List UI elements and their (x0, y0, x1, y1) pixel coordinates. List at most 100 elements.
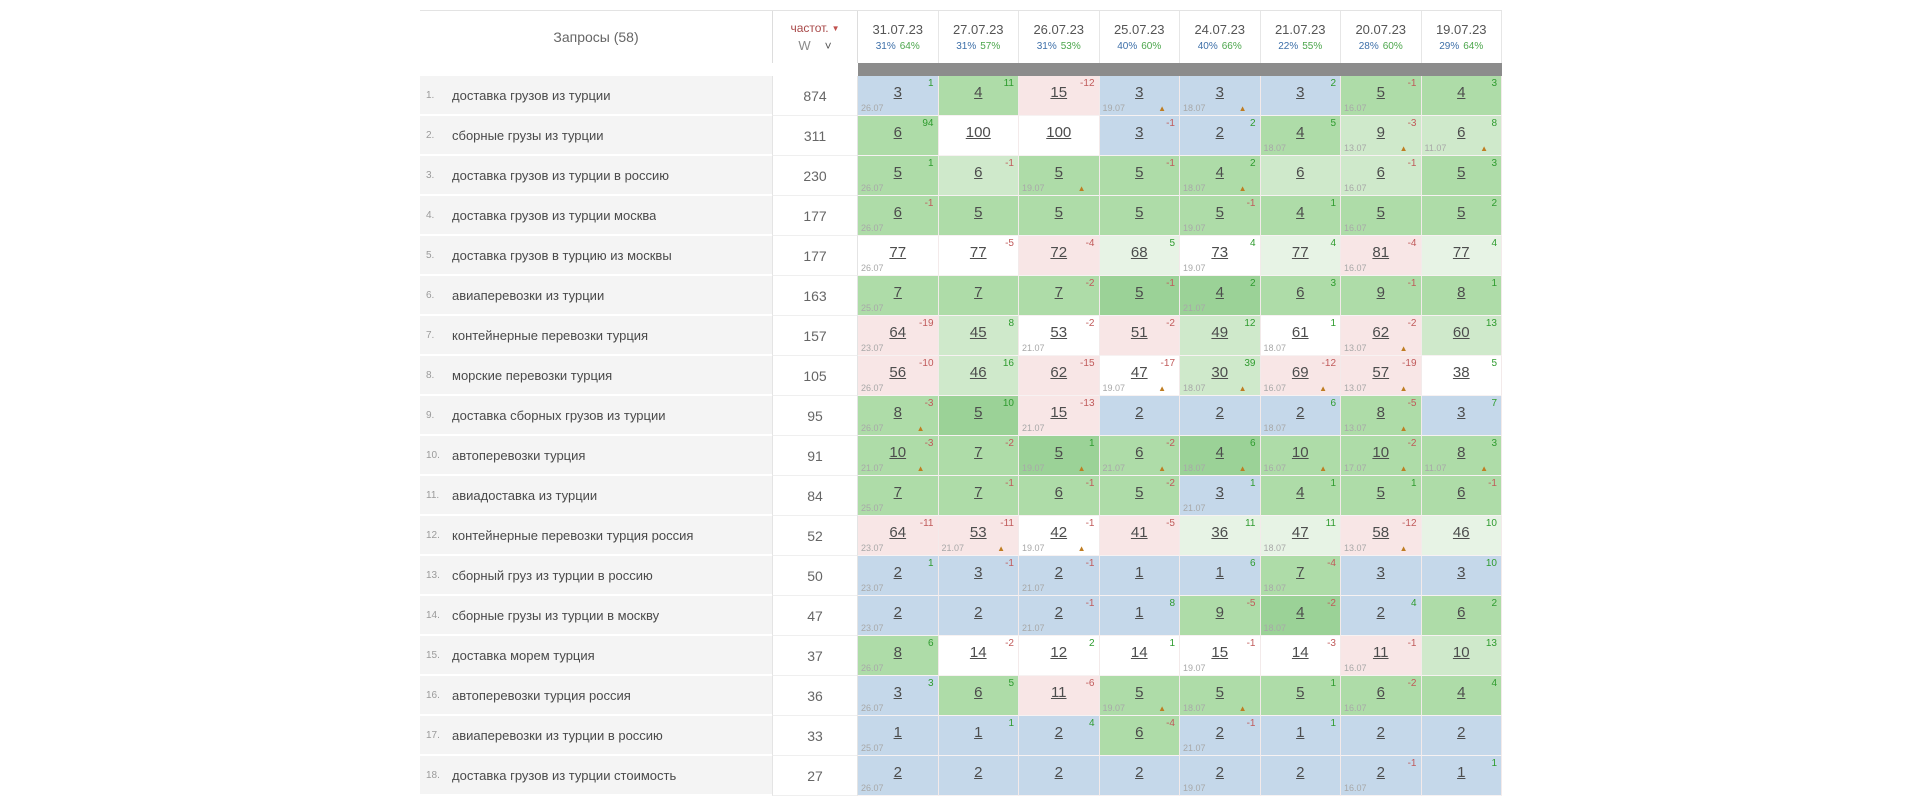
position-link[interactable]: 2 (1296, 764, 1305, 781)
position-link[interactable]: 42 (1050, 524, 1068, 541)
position-link[interactable]: 2 (1054, 604, 1063, 621)
position-link[interactable]: 61 (1291, 324, 1309, 341)
position-link[interactable]: 3 (1135, 84, 1144, 101)
position-link[interactable]: 2 (1054, 564, 1063, 581)
keyword-link[interactable]: сборный груз из турции в россию (452, 567, 653, 583)
position-link[interactable]: 2 (893, 564, 902, 581)
position-link[interactable]: 5 (1376, 204, 1385, 221)
position-link[interactable]: 45 (969, 324, 987, 341)
position-link[interactable]: 46 (969, 364, 987, 381)
position-link[interactable]: 7 (1054, 284, 1063, 301)
position-link[interactable]: 41 (1130, 524, 1148, 541)
position-link[interactable]: 47 (1291, 524, 1309, 541)
position-link[interactable]: 4 (974, 84, 983, 101)
keyword-link[interactable]: контейнерные перевозки турция россия (452, 527, 694, 543)
position-link[interactable]: 15 (1211, 644, 1229, 661)
position-link[interactable]: 7 (974, 284, 983, 301)
keyword-link[interactable]: доставка морем турция (452, 647, 595, 663)
position-link[interactable]: 5 (1376, 484, 1385, 501)
position-link[interactable]: 30 (1211, 364, 1229, 381)
position-link[interactable]: 4 (1215, 284, 1224, 301)
position-link[interactable]: 100 (1046, 124, 1072, 141)
position-link[interactable]: 72 (1050, 244, 1068, 261)
position-link[interactable]: 3 (1296, 84, 1305, 101)
position-link[interactable]: 6 (893, 124, 902, 141)
position-link[interactable]: 56 (889, 364, 907, 381)
position-link[interactable]: 64 (889, 324, 907, 341)
position-link[interactable]: 2 (1376, 764, 1385, 781)
position-link[interactable]: 6 (1135, 444, 1144, 461)
position-link[interactable]: 3 (974, 564, 983, 581)
position-link[interactable]: 2 (1296, 404, 1305, 421)
keyword-link[interactable]: автоперевозки турция россия (452, 687, 631, 703)
position-link[interactable]: 6 (1457, 604, 1466, 621)
position-link[interactable]: 53 (1050, 324, 1068, 341)
position-link[interactable]: 10 (1291, 444, 1309, 461)
date-column-header[interactable]: 24.07.23 40% 66% (1180, 11, 1261, 63)
position-link[interactable]: 5 (1135, 164, 1144, 181)
keyword-link[interactable]: доставка грузов из турции москва (452, 207, 657, 223)
keyword-link[interactable]: морские перевозки турция (452, 367, 613, 383)
position-link[interactable]: 64 (889, 524, 907, 541)
position-link[interactable]: 6 (1135, 724, 1144, 741)
keyword-link[interactable]: сборные грузы из турции (452, 127, 604, 143)
keyword-link[interactable]: авиадоставка из турции (452, 487, 598, 503)
position-link[interactable]: 5 (893, 164, 902, 181)
keyword-link[interactable]: сборные грузы из турции в москву (452, 607, 660, 623)
position-link[interactable]: 58 (1372, 524, 1390, 541)
position-link[interactable]: 5 (1054, 444, 1063, 461)
position-link[interactable]: 77 (889, 244, 907, 261)
position-link[interactable]: 5 (1054, 204, 1063, 221)
position-link[interactable]: 57 (1372, 364, 1390, 381)
position-link[interactable]: 3 (1457, 404, 1466, 421)
position-link[interactable]: 36 (1211, 524, 1229, 541)
position-link[interactable]: 7 (893, 484, 902, 501)
position-link[interactable]: 7 (1296, 564, 1305, 581)
position-link[interactable]: 4 (1296, 204, 1305, 221)
position-link[interactable]: 2 (1215, 404, 1224, 421)
position-link[interactable]: 5 (1135, 684, 1144, 701)
position-link[interactable]: 77 (1291, 244, 1309, 261)
position-link[interactable]: 6 (1296, 284, 1305, 301)
keyword-link[interactable]: автоперевозки турция (452, 447, 586, 463)
position-link[interactable]: 5 (1457, 204, 1466, 221)
position-link[interactable]: 6 (893, 204, 902, 221)
keyword-link[interactable]: доставка грузов из турции стоимость (452, 767, 677, 783)
position-link[interactable]: 60 (1452, 324, 1470, 341)
position-link[interactable]: 38 (1452, 364, 1470, 381)
position-link[interactable]: 6 (1376, 684, 1385, 701)
position-link[interactable]: 81 (1372, 244, 1390, 261)
position-link[interactable]: 8 (1376, 404, 1385, 421)
position-link[interactable]: 4 (1215, 164, 1224, 181)
date-column-header[interactable]: 27.07.23 31% 57% (939, 11, 1019, 63)
position-link[interactable]: 2 (1135, 764, 1144, 781)
position-link[interactable]: 2 (1376, 604, 1385, 621)
position-link[interactable]: 7 (974, 444, 983, 461)
position-link[interactable]: 4 (1296, 124, 1305, 141)
position-link[interactable]: 5 (1457, 164, 1466, 181)
position-link[interactable]: 1 (1135, 564, 1144, 581)
position-link[interactable]: 2 (1054, 724, 1063, 741)
position-link[interactable]: 77 (969, 244, 987, 261)
position-link[interactable]: 11 (1372, 644, 1389, 661)
position-link[interactable]: 9 (1215, 604, 1224, 621)
position-link[interactable]: 2 (1215, 124, 1224, 141)
position-link[interactable]: 3 (1215, 84, 1224, 101)
date-column-header[interactable]: 20.07.23 28% 60% (1341, 11, 1422, 63)
position-link[interactable]: 6 (1457, 484, 1466, 501)
position-link[interactable]: 2 (1135, 404, 1144, 421)
position-link[interactable]: 14 (1130, 644, 1148, 661)
position-link[interactable]: 5 (1054, 164, 1063, 181)
position-link[interactable]: 62 (1050, 364, 1068, 381)
position-link[interactable]: 8 (893, 644, 902, 661)
position-link[interactable]: 1 (893, 724, 902, 741)
position-link[interactable]: 5 (974, 404, 983, 421)
keyword-link[interactable]: доставка грузов в турцию из москвы (452, 247, 672, 263)
position-link[interactable]: 8 (893, 404, 902, 421)
position-link[interactable]: 47 (1130, 364, 1148, 381)
position-link[interactable]: 7 (974, 484, 983, 501)
keyword-link[interactable]: доставка сборных грузов из турции (452, 407, 666, 423)
position-link[interactable]: 1 (1215, 564, 1224, 581)
date-column-header[interactable]: 31.07.23 31% 64% (858, 11, 939, 63)
position-link[interactable]: 1 (974, 724, 983, 741)
